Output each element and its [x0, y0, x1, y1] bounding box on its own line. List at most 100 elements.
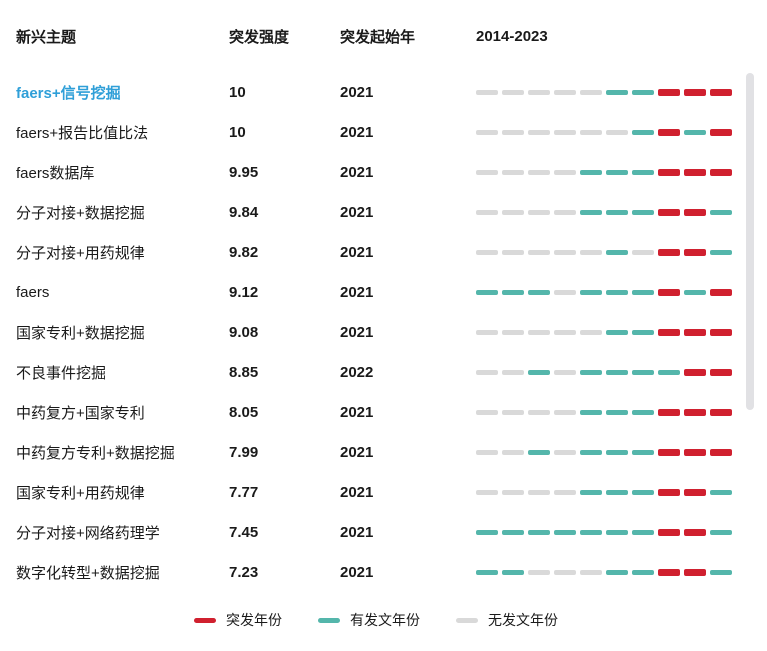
- timeline-segment-2017: [554, 89, 576, 95]
- topic-label[interactable]: faers+报告比值比法: [16, 124, 149, 142]
- timeline-segment-2014: [476, 289, 498, 295]
- timeline-segment-2020: [632, 369, 654, 375]
- table-row[interactable]: 分子对接+数据挖掘 9.84 2021: [16, 192, 767, 232]
- vertical-scrollbar-thumb[interactable]: [746, 73, 754, 410]
- timeline-segment-2021: [658, 88, 680, 96]
- timeline-segment-2023: [710, 448, 732, 456]
- timeline-segment-2021: [658, 128, 680, 136]
- timeline-segment-2022: [684, 129, 706, 135]
- topic-label[interactable]: 数字化转型+数据挖掘: [16, 564, 160, 582]
- table-row[interactable]: faers+报告比值比法 10 2021: [16, 112, 767, 152]
- timeline-bar: [476, 248, 767, 256]
- burst-strength-value: 8.05: [229, 403, 259, 421]
- table-row[interactable]: faers 9.12 2021: [16, 272, 767, 312]
- timeline-segment-2021: [658, 488, 680, 496]
- column-header-strength: 突发强度: [229, 29, 290, 46]
- timeline-bar: [476, 528, 767, 536]
- timeline-segment-2020: [632, 129, 654, 135]
- table-row[interactable]: 中药复方+国家专利 8.05 2021: [16, 392, 767, 432]
- timeline-segment-2018: [580, 289, 602, 295]
- burst-start-year-value: 2022: [340, 363, 374, 381]
- timeline-segment-2016: [528, 369, 550, 375]
- timeline-segment-2021: [658, 288, 680, 296]
- timeline-segment-2016: [528, 409, 550, 415]
- timeline-bar: [476, 128, 767, 136]
- timeline-segment-2021: [658, 528, 680, 536]
- timeline-bar: [476, 568, 767, 576]
- topic-label[interactable]: 国家专利+数据挖掘: [16, 324, 145, 342]
- table-row[interactable]: faers+信号挖掘 10 2021: [16, 72, 767, 112]
- timeline-segment-2015: [502, 489, 524, 495]
- timeline-segment-2017: [554, 289, 576, 295]
- timeline-segment-2014: [476, 209, 498, 215]
- timeline-segment-2016: [528, 209, 550, 215]
- column-header-topic: 新兴主题: [16, 29, 77, 46]
- topic-label[interactable]: 不良事件挖掘: [16, 364, 107, 382]
- table-row[interactable]: 分子对接+网络药理学 7.45 2021: [16, 512, 767, 552]
- burst-strength-value: 7.23: [229, 563, 259, 581]
- table-row[interactable]: 国家专利+用药规律 7.77 2021: [16, 472, 767, 512]
- timeline-segment-2023: [710, 569, 732, 575]
- timeline-segment-2015: [502, 129, 524, 135]
- burst-start-year-value: 2021: [340, 163, 374, 181]
- timeline-segment-2019: [606, 529, 628, 535]
- timeline-segment-2023: [710, 489, 732, 495]
- timeline-segment-2020: [632, 409, 654, 415]
- timeline-bar: [476, 368, 767, 376]
- topic-label[interactable]: 中药复方+国家专利: [16, 404, 145, 422]
- timeline-segment-2020: [632, 329, 654, 335]
- burst-strength-value: 9.12: [229, 283, 259, 301]
- table-row[interactable]: faers数据库 9.95 2021: [16, 152, 767, 192]
- timeline-segment-2019: [606, 489, 628, 495]
- topic-label[interactable]: 分子对接+用药规律: [16, 244, 145, 262]
- timeline-segment-2022: [684, 488, 706, 496]
- topic-label[interactable]: faers+信号挖掘: [16, 84, 121, 102]
- topic-label[interactable]: faers: [16, 283, 50, 301]
- timeline-segment-2017: [554, 329, 576, 335]
- burst-start-year-value: 2021: [340, 563, 374, 581]
- timeline-bar: [476, 448, 767, 456]
- timeline-segment-2022: [684, 289, 706, 295]
- timeline-segment-2016: [528, 89, 550, 95]
- table-row[interactable]: 国家专利+数据挖掘 9.08 2021: [16, 312, 767, 352]
- timeline-segment-2022: [684, 408, 706, 416]
- table-row[interactable]: 分子对接+用药规律 9.82 2021: [16, 232, 767, 272]
- timeline-segment-2021: [658, 568, 680, 576]
- timeline-segment-2019: [606, 369, 628, 375]
- timeline-segment-2014: [476, 249, 498, 255]
- legend: 突发年份 有发文年份 无发文年份: [194, 610, 767, 630]
- timeline-segment-2021: [658, 448, 680, 456]
- topic-label[interactable]: faers数据库: [16, 164, 95, 182]
- timeline-segment-2018: [580, 249, 602, 255]
- table-row[interactable]: 数字化转型+数据挖掘 7.23 2021: [16, 552, 767, 592]
- timeline-segment-2014: [476, 169, 498, 175]
- timeline-segment-2020: [632, 289, 654, 295]
- timeline-segment-2022: [684, 88, 706, 96]
- topic-label[interactable]: 分子对接+网络药理学: [16, 524, 160, 542]
- timeline-segment-2022: [684, 368, 706, 376]
- legend-swatch-burst-icon: [194, 617, 216, 623]
- timeline-bar: [476, 328, 767, 336]
- timeline-segment-2017: [554, 169, 576, 175]
- topic-label[interactable]: 分子对接+数据挖掘: [16, 204, 145, 222]
- burst-strength-value: 7.45: [229, 523, 259, 541]
- timeline-segment-2022: [684, 328, 706, 336]
- timeline-segment-2014: [476, 89, 498, 95]
- topic-label[interactable]: 国家专利+用药规律: [16, 484, 145, 502]
- timeline-segment-2023: [710, 328, 732, 336]
- table-row[interactable]: 中药复方专利+数据挖掘 7.99 2021: [16, 432, 767, 472]
- timeline-bar: [476, 408, 767, 416]
- timeline-segment-2016: [528, 289, 550, 295]
- burst-strength-value: 9.84: [229, 203, 259, 221]
- timeline-segment-2018: [580, 129, 602, 135]
- timeline-segment-2018: [580, 409, 602, 415]
- table-row[interactable]: 不良事件挖掘 8.85 2022: [16, 352, 767, 392]
- timeline-segment-2015: [502, 249, 524, 255]
- timeline-segment-2015: [502, 569, 524, 575]
- timeline-segment-2019: [606, 409, 628, 415]
- timeline-segment-2022: [684, 168, 706, 176]
- timeline-segment-2019: [606, 249, 628, 255]
- timeline-segment-2020: [632, 449, 654, 455]
- topic-label[interactable]: 中药复方专利+数据挖掘: [16, 444, 175, 462]
- timeline-segment-2015: [502, 409, 524, 415]
